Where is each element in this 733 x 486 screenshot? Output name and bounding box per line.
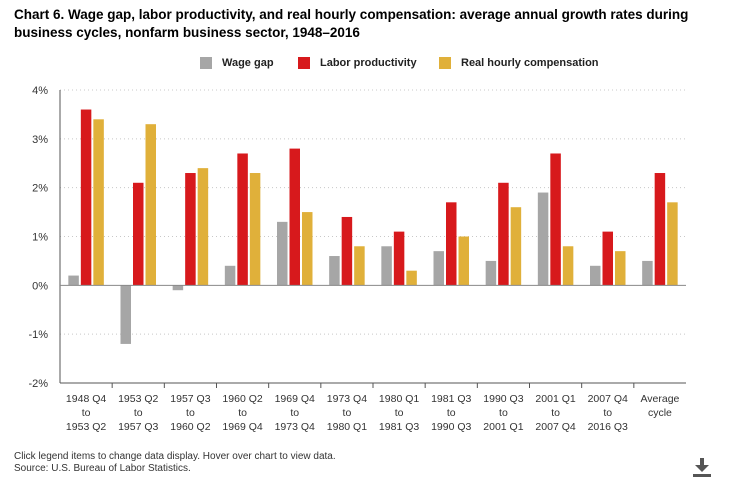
bar	[433, 251, 444, 286]
bar	[354, 246, 365, 286]
x-tick-label: 1973 Q4	[327, 393, 367, 405]
legend-swatch-labor-productivity	[298, 57, 310, 69]
x-tick-label: 1981 Q3	[379, 421, 419, 433]
legend-item-wage-gap[interactable]: Wage gap	[200, 55, 274, 71]
legend-swatch-wage-gap	[200, 57, 212, 69]
x-tick-label: 1981 Q3	[431, 393, 471, 405]
bar	[654, 173, 666, 286]
legend-label-labor-productivity: Labor productivity	[320, 57, 417, 69]
x-tick-label: to	[82, 407, 91, 419]
x-tick-label: to	[447, 407, 456, 419]
x-tick-label: 1960 Q2	[170, 421, 210, 433]
bar	[667, 202, 678, 286]
bar-chart[interactable]: 4% 3% 2% 1% 0% -1% -2% 1948 Q4 to 1953 Q2 1953 Q2 t…	[0, 0, 733, 450]
bar	[615, 251, 626, 286]
bar	[68, 275, 79, 286]
bar	[185, 173, 196, 286]
bar	[642, 260, 653, 286]
legend-label-wage-gap: Wage gap	[222, 57, 274, 69]
bar	[590, 265, 601, 286]
bar	[277, 221, 288, 286]
bar	[537, 192, 549, 286]
footnote-instructions: Click legend items to change data displa…	[14, 451, 336, 462]
bar	[341, 216, 353, 286]
x-tick-label: 1953 Q2	[118, 393, 158, 405]
x-tick-label: 2007 Q4	[535, 421, 575, 433]
y-tick-label: 3%	[32, 134, 48, 146]
x-tick-label: 1969 Q4	[222, 421, 262, 433]
bar	[498, 182, 509, 286]
legend-item-labor-productivity[interactable]: Labor productivity	[298, 55, 417, 71]
x-tick-label: to	[603, 407, 612, 419]
x-tick-label: to	[134, 407, 143, 419]
x-tick-label: 1960 Q2	[222, 393, 262, 405]
x-tick-label: 1980 Q1	[327, 421, 367, 433]
bar	[602, 231, 613, 286]
bar	[197, 168, 209, 286]
y-tick-label: -2%	[28, 378, 48, 390]
legend-label-real-hourly-compensation: Real hourly compensation	[461, 57, 599, 69]
chart-legend: Wage gap Labor productivity Real hourly …	[0, 55, 733, 71]
download-icon[interactable]	[690, 455, 714, 479]
x-tick-label: to	[238, 407, 247, 419]
x-tick-label: 2007 Q4	[588, 393, 628, 405]
x-tick-label: to	[290, 407, 299, 419]
bar	[172, 285, 184, 291]
bar	[406, 270, 417, 286]
bar	[458, 236, 469, 286]
bar	[302, 212, 313, 286]
x-tick-label: to	[395, 407, 404, 419]
x-tick-label: 1953 Q2	[66, 421, 106, 433]
x-tick-label: 1948 Q4	[66, 393, 106, 405]
bar	[485, 260, 497, 286]
bar	[145, 124, 156, 286]
x-tick-label: cycle	[648, 407, 672, 419]
bar	[381, 246, 392, 286]
x-tick-label: Average	[640, 393, 679, 405]
x-tick-label: 1990 Q3	[431, 421, 471, 433]
bar	[510, 207, 522, 286]
y-tick-label: 0%	[32, 280, 48, 292]
x-tick-label: 1969 Q4	[275, 393, 315, 405]
x-tick-label: to	[499, 407, 508, 419]
legend-item-real-hourly-compensation[interactable]: Real hourly compensation	[439, 55, 599, 71]
x-tick-label: 2001 Q1	[483, 421, 523, 433]
legend-swatch-real-hourly-compensation	[439, 57, 451, 69]
y-tick-label: -1%	[28, 329, 48, 341]
x-tick-label: 1980 Q1	[379, 393, 419, 405]
chart-footnote: Click legend items to change data displa…	[14, 451, 336, 475]
x-tick-label: 1973 Q4	[275, 421, 315, 433]
x-tick-label: 2016 Q3	[588, 421, 628, 433]
bar	[393, 231, 405, 286]
bar	[237, 153, 248, 286]
bar	[446, 202, 457, 286]
bar	[329, 256, 340, 286]
x-tick-label: to	[343, 407, 352, 419]
bar	[562, 246, 574, 286]
bar	[80, 109, 92, 286]
bar	[550, 153, 561, 286]
footnote-source: Source: U.S. Bureau of Labor Statistics.	[14, 463, 191, 474]
x-tick-label: to	[551, 407, 560, 419]
x-tick-label: 2001 Q1	[535, 393, 575, 405]
x-tick-label: 1957 Q3	[170, 393, 210, 405]
bar	[120, 285, 131, 344]
bar	[249, 173, 261, 286]
y-tick-label: 2%	[32, 183, 48, 195]
bar	[289, 148, 300, 286]
bar	[93, 119, 104, 286]
bar	[133, 182, 144, 286]
bar	[224, 265, 236, 286]
chart-title: Chart 6. Wage gap, labor productivity, a…	[14, 7, 689, 40]
y-tick-label: 4%	[32, 85, 48, 97]
y-tick-label: 1%	[32, 232, 48, 244]
x-tick-label: to	[186, 407, 195, 419]
x-tick-label: 1957 Q3	[118, 421, 158, 433]
x-tick-label: 1990 Q3	[483, 393, 523, 405]
